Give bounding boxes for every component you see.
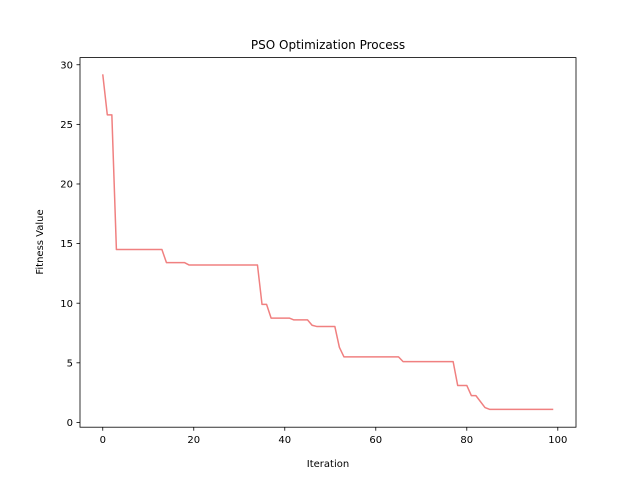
y-tick-label: 0	[67, 418, 73, 429]
x-tick-label: 20	[187, 435, 200, 446]
axis-ticks: 0 20 40 60 80 100 0 5 10 15 20 25 30	[60, 60, 567, 446]
y-tick-label: 10	[60, 299, 73, 310]
x-tick-label: 60	[369, 435, 382, 446]
x-tick-label: 40	[278, 435, 291, 446]
plot-frame	[79, 57, 577, 428]
x-tick-label: 100	[548, 435, 567, 446]
y-tick-label: 20	[60, 180, 73, 191]
y-tick-label: 30	[60, 60, 73, 71]
x-tick-label: 0	[100, 435, 106, 446]
x-axis-label: Iteration	[307, 459, 349, 470]
y-tick-label: 15	[60, 239, 73, 250]
chart-title: PSO Optimization Process	[251, 38, 405, 52]
y-axis-label: Fitness Value	[35, 209, 46, 274]
x-tick-label: 80	[460, 435, 473, 446]
y-tick-label: 5	[67, 358, 73, 369]
series-line-0	[102, 74, 554, 411]
series-group	[102, 74, 554, 411]
y-tick-label: 25	[60, 120, 73, 131]
